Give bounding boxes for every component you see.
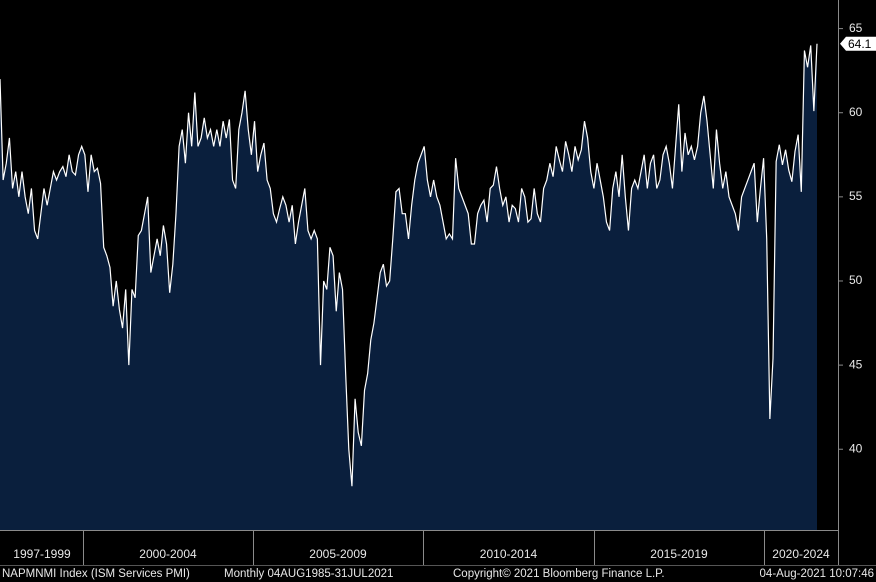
x-tick-label: 1997-1999 xyxy=(13,547,71,561)
footer-timestamp: 04-Aug-2021 10:07:46 xyxy=(760,568,874,580)
y-tick-label: 40 xyxy=(849,441,863,455)
footer-ticker: NAPMNMI Index (ISM Services PMI) xyxy=(2,568,190,580)
area xyxy=(0,43,817,530)
x-tick-label: 2020-2024 xyxy=(772,547,830,561)
y-tick-label: 50 xyxy=(849,273,863,287)
last-value-pointer xyxy=(840,36,846,51)
last-value-label: 64.1 xyxy=(848,37,872,51)
x-tick-label: 2010-2014 xyxy=(480,547,538,561)
line xyxy=(0,43,818,487)
y-tick-label: 55 xyxy=(849,189,863,203)
y-tick-label: 45 xyxy=(849,357,863,371)
footer-frequency: Monthly 04AUG1985-31JUL2021 xyxy=(224,568,393,580)
last-value-box xyxy=(846,36,876,51)
x-tick-label: 2005-2009 xyxy=(309,547,367,561)
y-tick-label: 65 xyxy=(849,21,863,35)
y-tick-label: 60 xyxy=(849,105,863,119)
footer-copyright: Copyright© 2021 Bloomberg Finance L.P. xyxy=(453,568,665,580)
x-tick-label: 2015-2019 xyxy=(650,547,708,561)
x-tick-label: 2000-2004 xyxy=(139,547,197,561)
